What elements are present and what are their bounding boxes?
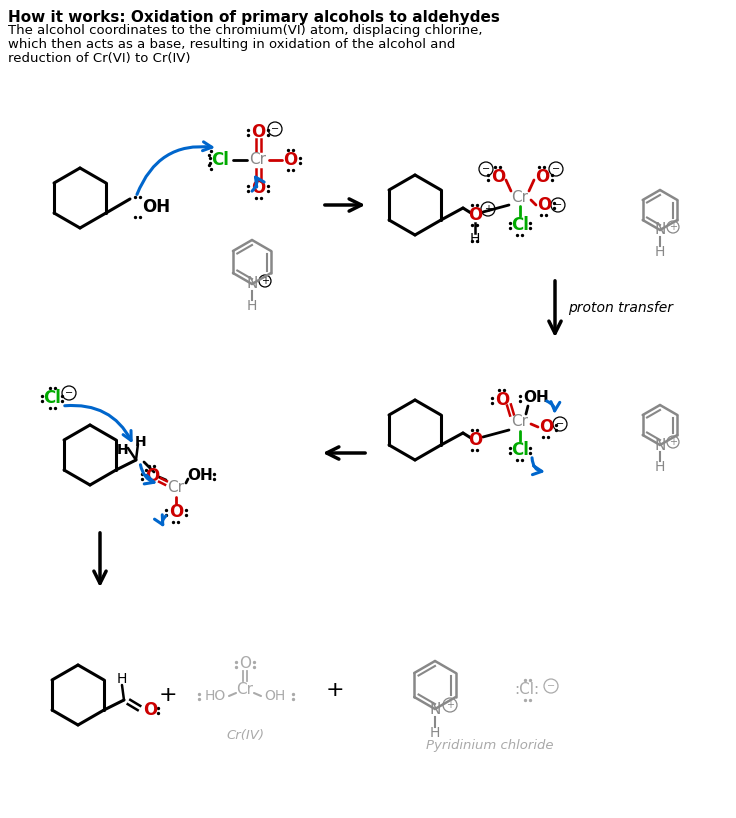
Text: +: +: [261, 276, 269, 286]
Text: +: +: [446, 700, 454, 710]
Text: H: H: [117, 672, 127, 686]
Text: O: O: [468, 431, 482, 449]
Text: H: H: [470, 232, 480, 246]
Text: +: +: [159, 685, 177, 705]
Text: −: −: [271, 124, 279, 134]
Text: Pyridinium chloride: Pyridinium chloride: [426, 739, 553, 752]
Text: N: N: [247, 276, 258, 291]
Text: OH: OH: [264, 689, 286, 703]
Text: N: N: [429, 702, 441, 717]
Text: HO: HO: [205, 689, 226, 703]
Text: −: −: [556, 419, 564, 429]
Text: Cr: Cr: [236, 682, 253, 698]
Text: O: O: [169, 503, 183, 521]
Text: O: O: [251, 123, 265, 141]
Text: H: H: [247, 299, 257, 313]
Text: O: O: [495, 391, 509, 409]
Text: O: O: [143, 701, 157, 719]
Text: reduction of Cr(VI) to Cr(IV): reduction of Cr(VI) to Cr(IV): [8, 52, 191, 65]
Text: Cr: Cr: [168, 480, 185, 496]
Text: −: −: [547, 681, 555, 691]
Text: Cl: Cl: [511, 216, 529, 234]
Text: Cl: Cl: [511, 441, 529, 459]
Text: H: H: [655, 460, 665, 474]
Text: O: O: [239, 657, 251, 672]
Text: Cr: Cr: [512, 415, 528, 429]
Text: O: O: [491, 168, 505, 186]
Text: H: H: [135, 435, 146, 449]
Text: +: +: [669, 222, 677, 232]
Text: Cl: Cl: [43, 389, 61, 407]
Text: :Cl:: :Cl:: [514, 682, 539, 698]
Text: which then acts as a base, resulting in oxidation of the alcohol and: which then acts as a base, resulting in …: [8, 38, 456, 51]
Text: −: −: [482, 164, 490, 174]
Text: Cr: Cr: [512, 190, 528, 204]
Text: N: N: [654, 438, 665, 452]
Text: N: N: [654, 222, 665, 237]
Text: −: −: [65, 388, 73, 398]
Text: O: O: [535, 168, 549, 186]
Text: H: H: [430, 726, 440, 740]
Text: O: O: [539, 418, 553, 436]
Text: O: O: [251, 179, 265, 197]
Text: How it works: Oxidation of primary alcohols to aldehydes: How it works: Oxidation of primary alcoh…: [8, 10, 500, 25]
Text: OH: OH: [187, 469, 213, 483]
Text: −: −: [552, 164, 560, 174]
Text: O: O: [145, 467, 159, 485]
Text: O: O: [468, 206, 482, 224]
Text: +: +: [669, 437, 677, 447]
Text: proton transfer: proton transfer: [568, 301, 673, 315]
Text: The alcohol coordinates to the chromium(VI) atom, displacing chlorine,: The alcohol coordinates to the chromium(…: [8, 24, 483, 37]
Text: H: H: [655, 245, 665, 259]
Text: Cr: Cr: [250, 152, 266, 168]
Text: OH: OH: [142, 198, 170, 216]
Text: O: O: [537, 196, 551, 214]
Text: O: O: [283, 151, 297, 169]
Text: +: +: [484, 204, 492, 214]
Text: H: H: [117, 443, 129, 457]
Text: −: −: [554, 200, 562, 210]
Text: OH: OH: [523, 390, 549, 406]
Text: +: +: [326, 680, 344, 700]
Text: Cl: Cl: [211, 151, 229, 169]
Text: Cr(IV): Cr(IV): [226, 730, 264, 743]
